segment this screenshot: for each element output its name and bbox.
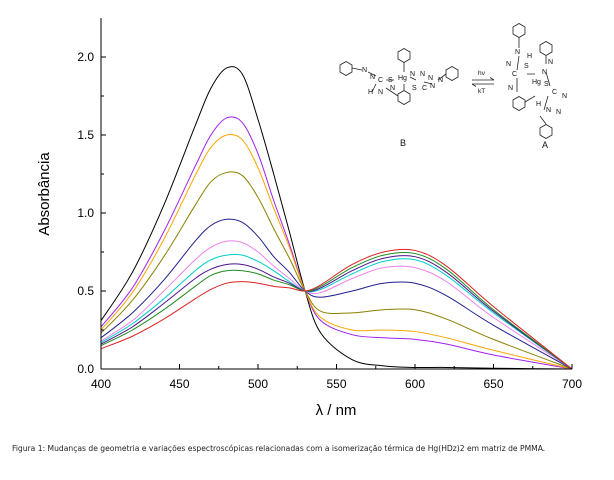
isomerization-scheme: N N C S Hg N N H N N S C N N N B hν kT: [339, 23, 567, 150]
y-tick-label: 0.0: [77, 362, 94, 376]
phenyl-ring: [397, 48, 411, 63]
spectrum-line-3: [100, 133, 573, 370]
y-tick-label: 1.0: [77, 206, 94, 220]
phenyl-ring: [539, 41, 553, 56]
atom-label: S: [412, 85, 417, 92]
atom-label: C: [512, 71, 517, 78]
x-tick-label: 650: [483, 377, 503, 391]
y-tick-label: 2.0: [77, 50, 94, 64]
equilibrium-arrows: [471, 77, 495, 87]
spectrum-line-6: [100, 240, 573, 370]
phenyl-ring: [339, 61, 353, 76]
label-a: A: [542, 140, 548, 150]
atom-label: H: [368, 89, 373, 96]
y-tick-label: 0.5: [77, 284, 94, 298]
atom-label: N: [556, 109, 561, 116]
atom-label: N: [508, 85, 513, 92]
atom-label: N: [362, 67, 367, 74]
phenyl-ring: [539, 124, 553, 139]
bond-lines: [351, 62, 447, 97]
atom-label: H: [536, 101, 541, 108]
structure-b-atoms: N N C S Hg N N H N N S C N N N B: [362, 67, 443, 148]
atom-label: N: [410, 71, 415, 78]
bond-lines: [516, 38, 551, 125]
photo-label: hν: [478, 70, 485, 77]
phenyl-ring: [512, 23, 526, 38]
structure-a: [512, 23, 553, 139]
atom-label: C: [422, 85, 427, 92]
reverse-arrow: [471, 83, 494, 87]
atom-label: N: [562, 93, 567, 100]
atom-label: N: [390, 85, 395, 92]
spectrum-line-10: [100, 248, 573, 370]
atom-label: S: [388, 77, 393, 84]
spectrum-line-5: [100, 218, 573, 370]
atom-label: N: [546, 107, 551, 114]
atom-label: C: [378, 77, 383, 84]
plot-area: 400 450 500 550 600 650 700 0.0 0.5 1.0 1.5 2.0 λ /…: [36, 18, 582, 419]
atom-label: N: [428, 75, 433, 82]
x-tick-label: 600: [405, 377, 425, 391]
atom-label: Hg: [398, 75, 407, 82]
phenyl-ring: [512, 96, 526, 111]
phenyl-ring: [445, 66, 459, 81]
spectrum-line-7: [100, 253, 573, 370]
thermal-label: kT: [478, 88, 485, 95]
atom-label: N: [370, 74, 375, 81]
ticks-layer: 400 450 500 550 600 650 700 0.0 0.5 1.0 1.5 2.0: [77, 50, 582, 391]
atom-label: N: [438, 77, 443, 84]
atom-label: S: [524, 63, 529, 70]
y-tick-label: 1.5: [77, 128, 94, 142]
atom-label: Hg: [532, 79, 541, 86]
atom-label: H: [527, 53, 532, 60]
phenyl-ring: [397, 90, 411, 105]
atom-label: C: [552, 89, 557, 96]
spectrum-line-8: [100, 255, 573, 370]
atom-label: N: [548, 59, 553, 66]
structure-a-atoms: N H S C N N Hg S C N N N H N N A: [506, 49, 567, 150]
x-axis-label: λ / nm: [316, 402, 357, 419]
spectrum-line-2: [100, 116, 573, 370]
x-tick-label: 550: [326, 377, 346, 391]
atom-label: S: [544, 81, 549, 88]
atom-label: N: [542, 69, 547, 76]
atom-label: N: [378, 89, 383, 96]
spectrum-line-4: [100, 171, 573, 370]
y-axis-label: Absorbância: [36, 152, 53, 236]
spectrum-line-9: [100, 251, 573, 370]
atom-label: N: [430, 83, 435, 90]
x-tick-label: 700: [562, 377, 582, 391]
x-tick-label: 400: [91, 377, 111, 391]
structure-b: [339, 48, 459, 105]
series-layer: [100, 66, 573, 370]
atom-label: N: [515, 49, 520, 56]
atom-label: N: [420, 71, 425, 78]
spectrum-line-1: [100, 66, 573, 370]
figure-caption: Figura 1: Mudanças de geometria e variaç…: [12, 444, 546, 453]
x-tick-label: 450: [169, 377, 189, 391]
x-tick-label: 500: [248, 377, 268, 391]
forward-arrow: [472, 77, 495, 81]
label-b: B: [400, 138, 406, 148]
atom-label: N: [506, 61, 511, 68]
